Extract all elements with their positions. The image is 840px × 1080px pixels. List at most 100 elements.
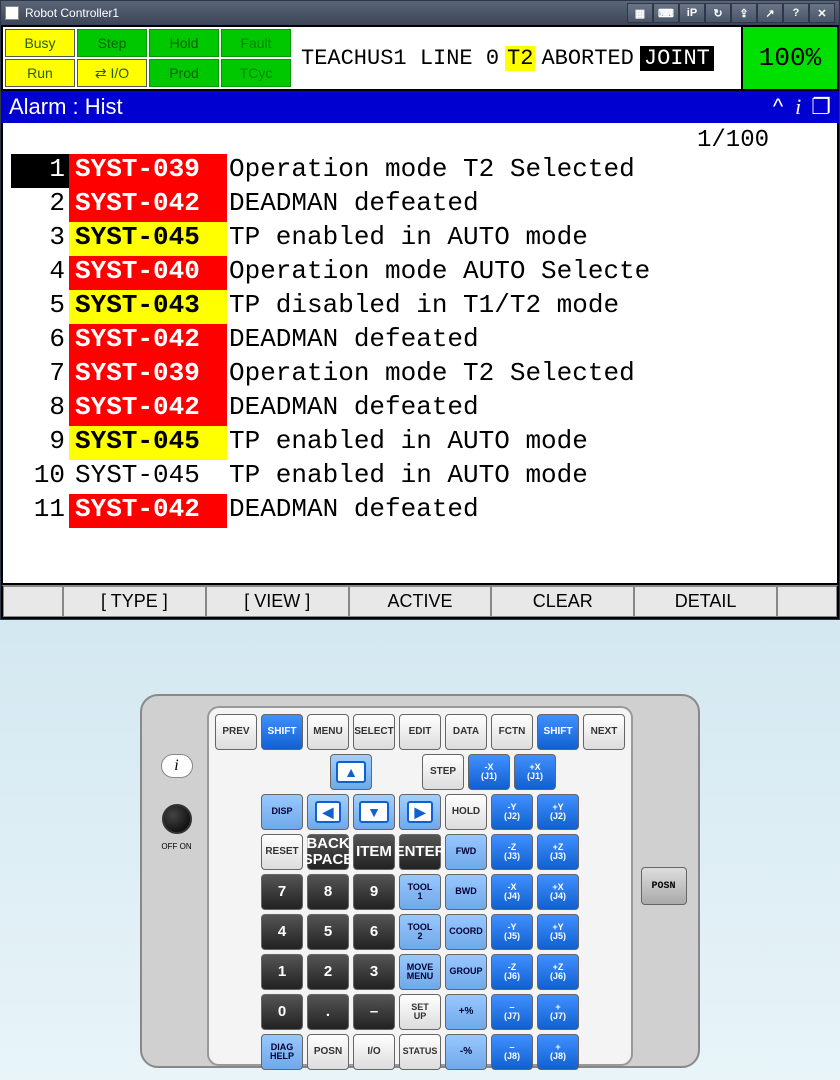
alarm-row[interactable]: 9SYST-045TP enabled in AUTO mode xyxy=(11,426,829,460)
key-j7[interactable]: + (J7) xyxy=(537,994,579,1030)
key-5[interactable]: 5 xyxy=(307,914,349,950)
softkey-detail[interactable]: DETAIL xyxy=(634,586,777,617)
key-[interactable]: – xyxy=(353,994,395,1030)
key-shift[interactable]: SHIFT xyxy=(261,714,303,750)
alarm-row[interactable]: 4SYST-040Operation mode AUTO Selecte xyxy=(11,256,829,290)
alarm-row[interactable]: 2SYST-042DEADMAN defeated xyxy=(11,188,829,222)
titlebar-button[interactable]: ↻ xyxy=(705,3,731,23)
key-[interactable]: +% xyxy=(445,994,487,1030)
key-hold[interactable]: HOLD xyxy=(445,794,487,830)
key-fctn[interactable]: FCTN xyxy=(491,714,533,750)
key-j8[interactable]: + (J8) xyxy=(537,1034,579,1070)
arrow-up[interactable]: ▲ xyxy=(330,754,372,790)
screen-title: Alarm : Hist xyxy=(9,94,123,120)
key-posn[interactable]: POSN xyxy=(307,1034,349,1070)
key-2[interactable]: 2 xyxy=(307,954,349,990)
key-xj4[interactable]: +X (J4) xyxy=(537,874,579,910)
key-xj4[interactable]: -X (J4) xyxy=(491,874,533,910)
key-step[interactable]: STEP xyxy=(422,754,464,790)
key-9[interactable]: 9 xyxy=(353,874,395,910)
key-edit[interactable]: EDIT xyxy=(399,714,441,750)
key-zj6[interactable]: +Z (J6) xyxy=(537,954,579,990)
alarm-row[interactable]: 10SYST-045TP enabled in AUTO mode xyxy=(11,460,829,494)
key-[interactable]: -% xyxy=(445,1034,487,1070)
key-prev[interactable]: PREV xyxy=(215,714,257,750)
key-movemenu[interactable]: MOVE MENU xyxy=(399,954,441,990)
titlebar-button[interactable]: ⌨ xyxy=(653,3,679,23)
key-menu[interactable]: MENU xyxy=(307,714,349,750)
key-disp[interactable]: DISP xyxy=(261,794,303,830)
key-8[interactable]: 8 xyxy=(307,874,349,910)
key-backspace[interactable]: BACK SPACE xyxy=(307,834,349,870)
key-tool1[interactable]: TOOL 1 xyxy=(399,874,441,910)
info-button[interactable]: i xyxy=(161,754,193,778)
arrow-left[interactable]: ◀ xyxy=(307,794,349,830)
softkey-view[interactable]: [ VIEW ] xyxy=(206,586,349,617)
alarm-row[interactable]: 11SYST-042DEADMAN defeated xyxy=(11,494,829,528)
key-data[interactable]: DATA xyxy=(445,714,487,750)
alarm-row[interactable]: 3SYST-045TP enabled in AUTO mode xyxy=(11,222,829,256)
key-7[interactable]: 7 xyxy=(261,874,303,910)
key-tool2[interactable]: TOOL 2 xyxy=(399,914,441,950)
window-icon[interactable]: ❐ xyxy=(811,94,831,120)
key-xj1[interactable]: +X (J1) xyxy=(514,754,556,790)
titlebar-button[interactable]: ⇪ xyxy=(731,3,757,23)
alarm-row[interactable]: 1SYST-039Operation mode T2 Selected xyxy=(11,154,829,188)
alarm-message: TP enabled in AUTO mode xyxy=(227,460,588,494)
arrow-down[interactable]: ▼ xyxy=(353,794,395,830)
alarm-message: DEADMAN defeated xyxy=(227,188,479,222)
key-fwd[interactable]: FWD xyxy=(445,834,487,870)
softkey-clear[interactable]: CLEAR xyxy=(491,586,634,617)
info-icon[interactable]: i xyxy=(795,94,801,120)
alarm-row[interactable]: 6SYST-042DEADMAN defeated xyxy=(11,324,829,358)
titlebar-button[interactable]: ? xyxy=(783,3,809,23)
key-shift[interactable]: SHIFT xyxy=(537,714,579,750)
titlebar-button[interactable]: ✕ xyxy=(809,3,835,23)
alarm-number: 3 xyxy=(11,222,69,256)
key-yj5[interactable]: +Y (J5) xyxy=(537,914,579,950)
key-zj6[interactable]: -Z (J6) xyxy=(491,954,533,990)
key-zj3[interactable]: -Z (J3) xyxy=(491,834,533,870)
key-group[interactable]: GROUP xyxy=(445,954,487,990)
mode-knob[interactable] xyxy=(162,804,192,834)
alarm-number: 2 xyxy=(11,188,69,222)
key-io[interactable]: I/O xyxy=(353,1034,395,1070)
key-[interactable]: . xyxy=(307,994,349,1030)
softkey-active[interactable]: ACTIVE xyxy=(349,586,492,617)
key-bwd[interactable]: BWD xyxy=(445,874,487,910)
key-0[interactable]: 0 xyxy=(261,994,303,1030)
key-xj1[interactable]: -X (J1) xyxy=(468,754,510,790)
softkey-type[interactable]: [ TYPE ] xyxy=(63,586,206,617)
key-setup[interactable]: SET UP xyxy=(399,994,441,1030)
key-yj2[interactable]: -Y (J2) xyxy=(491,794,533,830)
key-j8[interactable]: – (J8) xyxy=(491,1034,533,1070)
key-select[interactable]: SELECT xyxy=(353,714,395,750)
arrow-right[interactable]: ▶ xyxy=(399,794,441,830)
key-next[interactable]: NEXT xyxy=(583,714,625,750)
key-enter[interactable]: ENTER xyxy=(399,834,441,870)
posn-side-button[interactable]: POSN xyxy=(641,867,687,905)
alarm-row[interactable]: 8SYST-042DEADMAN defeated xyxy=(11,392,829,426)
key-4[interactable]: 4 xyxy=(261,914,303,950)
key-coord[interactable]: COORD xyxy=(445,914,487,950)
alarm-number: 4 xyxy=(11,256,69,290)
key-diaghelp[interactable]: DIAG HELP xyxy=(261,1034,303,1070)
caret-icon[interactable]: ^ xyxy=(773,94,783,120)
key-item[interactable]: ITEM xyxy=(353,834,395,870)
alarm-number: 11 xyxy=(11,494,69,528)
alarm-row[interactable]: 7SYST-039Operation mode T2 Selected xyxy=(11,358,829,392)
key-3[interactable]: 3 xyxy=(353,954,395,990)
titlebar-button[interactable]: iP xyxy=(679,3,705,23)
key-yj2[interactable]: +Y (J2) xyxy=(537,794,579,830)
key-status[interactable]: STATUS xyxy=(399,1034,441,1070)
titlebar-button[interactable]: ▦ xyxy=(627,3,653,23)
key-zj3[interactable]: +Z (J3) xyxy=(537,834,579,870)
key-j7[interactable]: – (J7) xyxy=(491,994,533,1030)
alarm-code: SYST-039 xyxy=(69,154,227,188)
alarm-row[interactable]: 5SYST-043TP disabled in T1/T2 mode xyxy=(11,290,829,324)
key-yj5[interactable]: -Y (J5) xyxy=(491,914,533,950)
key-reset[interactable]: RESET xyxy=(261,834,303,870)
key-1[interactable]: 1 xyxy=(261,954,303,990)
titlebar-button[interactable]: ↗ xyxy=(757,3,783,23)
key-6[interactable]: 6 xyxy=(353,914,395,950)
